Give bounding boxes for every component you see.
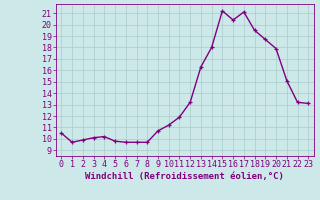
X-axis label: Windchill (Refroidissement éolien,°C): Windchill (Refroidissement éolien,°C) <box>85 172 284 181</box>
